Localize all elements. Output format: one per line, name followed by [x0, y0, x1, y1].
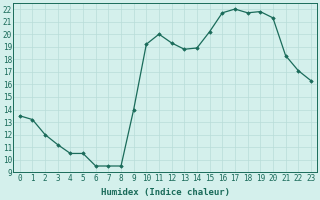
- X-axis label: Humidex (Indice chaleur): Humidex (Indice chaleur): [101, 188, 230, 197]
